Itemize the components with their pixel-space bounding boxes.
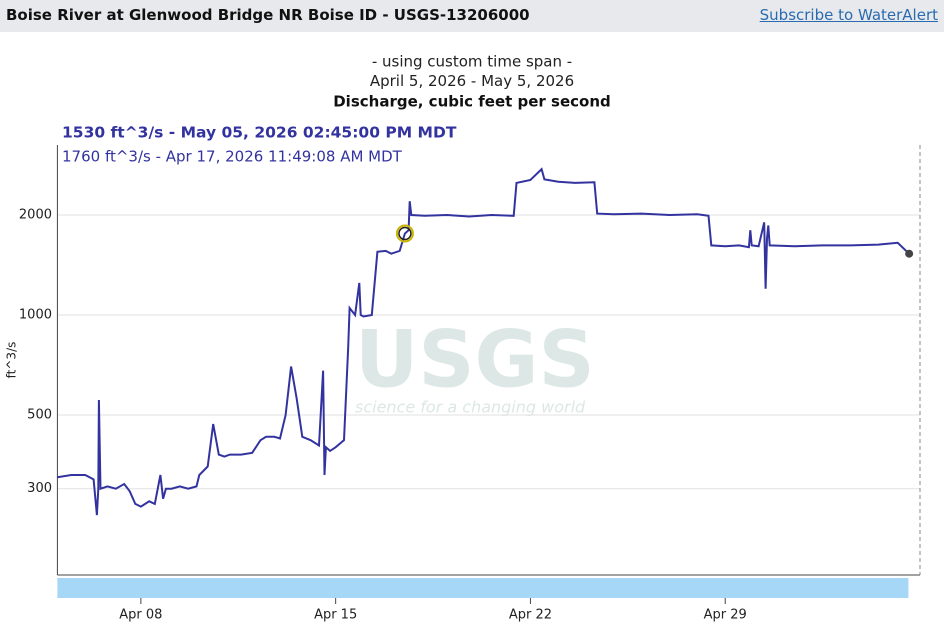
- y-tick-label: 500: [27, 408, 52, 423]
- subtitle: - using custom time span -: [372, 53, 572, 71]
- watermark-tagline: science for a changing world: [355, 398, 586, 417]
- tooltip-current: 1530 ft^3/s - May 05, 2026 02:45:00 PM M…: [62, 124, 457, 142]
- subtitle: April 5, 2026 - May 5, 2026: [370, 72, 574, 90]
- focus-ring: [395, 224, 414, 243]
- watermark-title: USGS: [355, 315, 595, 405]
- y-axis-label: ft^3/s: [5, 342, 19, 379]
- header: Boise River at Glenwood Bridge NR Boise …: [0, 0, 944, 32]
- chart: - using custom time span -April 5, 2026 …: [5, 53, 921, 623]
- x-tick-label: Apr 22: [509, 608, 552, 623]
- y-tick-label: 300: [27, 481, 52, 496]
- discharge-line: [57, 167, 910, 516]
- chart-title: Discharge, cubic feet per second: [333, 93, 611, 111]
- x-tick-label: Apr 29: [704, 608, 747, 623]
- wateralert-link[interactable]: Subscribe to WaterAlert: [759, 6, 938, 24]
- tooltip-focus: 1760 ft^3/s - Apr 17, 2026 11:49:08 AM M…: [62, 148, 403, 166]
- x-tick-label: Apr 08: [119, 608, 162, 623]
- latest-point: [905, 249, 914, 258]
- focus-point: [398, 226, 412, 241]
- station-title: Boise River at Glenwood Bridge NR Boise …: [6, 6, 530, 24]
- y-tick-label: 2000: [19, 208, 52, 223]
- x-tick-label: Apr 15: [314, 608, 357, 623]
- y-tick-label: 1000: [19, 308, 52, 323]
- brush: [57, 578, 909, 598]
